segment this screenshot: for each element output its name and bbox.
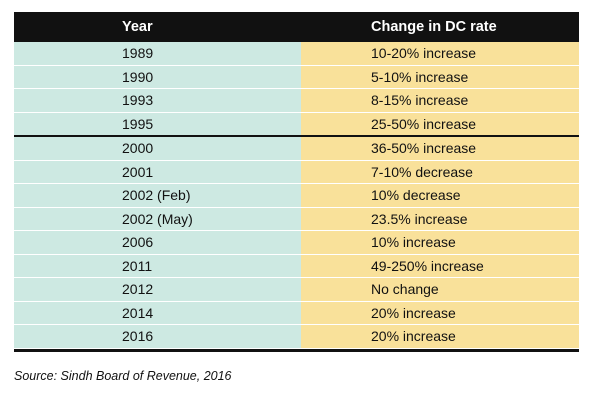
cell-change: 5-10% increase [301, 65, 579, 89]
table-row: 1989 10-20% increase [14, 42, 579, 66]
cell-change: 10% decrease [301, 183, 579, 208]
cell-year: 2014 [14, 301, 301, 325]
cell-change: 7-10% decrease [301, 160, 579, 184]
table-header-row: Year Change in DC rate [14, 12, 579, 42]
cell-change: 10-20% increase [301, 42, 579, 66]
table-row: 2001 7-10% decrease [14, 160, 579, 184]
table-bottom-rule [14, 348, 579, 352]
cell-change: 8-15% increase [301, 88, 579, 113]
cell-year: 2011 [14, 254, 301, 278]
cell-change: 10% increase [301, 230, 579, 255]
dc-rate-table-container: Year Change in DC rate 1989 10-20% incre… [14, 12, 579, 352]
source-caption: Source: Sindh Board of Revenue, 2016 [14, 369, 232, 383]
cell-change: 23.5% increase [301, 207, 579, 231]
dc-rate-table: Year Change in DC rate 1989 10-20% incre… [14, 12, 579, 349]
cell-change: 49-250% increase [301, 254, 579, 278]
cell-year: 2006 [14, 230, 301, 255]
cell-change: 20% increase [301, 301, 579, 325]
table-row: 2012 No change [14, 277, 579, 302]
table-row: 2002 (Feb) 10% decrease [14, 183, 579, 208]
table-row: 2000 36-50% increase [14, 135, 579, 161]
cell-change: 25-50% increase [301, 112, 579, 137]
cell-change: No change [301, 277, 579, 302]
cell-year: 1989 [14, 42, 301, 66]
table-row: 2011 49-250% increase [14, 254, 579, 278]
table-row: 2006 10% increase [14, 230, 579, 255]
cell-year: 1993 [14, 88, 301, 113]
table-row: 1990 5-10% increase [14, 65, 579, 89]
cell-year: 2016 [14, 324, 301, 349]
table-row: 2002 (May) 23.5% increase [14, 207, 579, 231]
cell-change: 20% increase [301, 324, 579, 349]
cell-year: 1995 [14, 112, 301, 137]
cell-year: 2001 [14, 160, 301, 184]
cell-year: 2000 [14, 135, 301, 161]
cell-year: 2002 (May) [14, 207, 301, 231]
table-row: 2016 20% increase [14, 324, 579, 349]
header-year: Year [14, 12, 301, 42]
table-row: 2014 20% increase [14, 301, 579, 325]
cell-year: 2002 (Feb) [14, 183, 301, 208]
table-row: 1993 8-15% increase [14, 88, 579, 113]
cell-year: 1990 [14, 65, 301, 89]
cell-year: 2012 [14, 277, 301, 302]
table-row: 1995 25-50% increase [14, 112, 579, 137]
header-change-in-dc-rate: Change in DC rate [301, 12, 579, 42]
cell-change: 36-50% increase [301, 135, 579, 161]
